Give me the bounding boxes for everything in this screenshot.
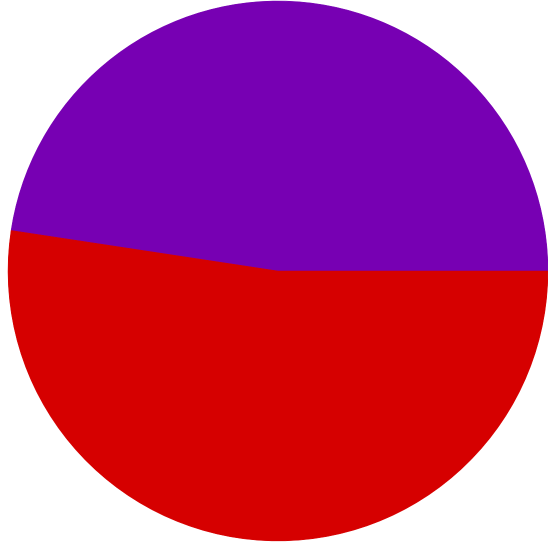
pie-slice-2	[7, 230, 548, 542]
pie-slices	[7, 0, 548, 542]
pie-slice-1	[10, 0, 548, 272]
